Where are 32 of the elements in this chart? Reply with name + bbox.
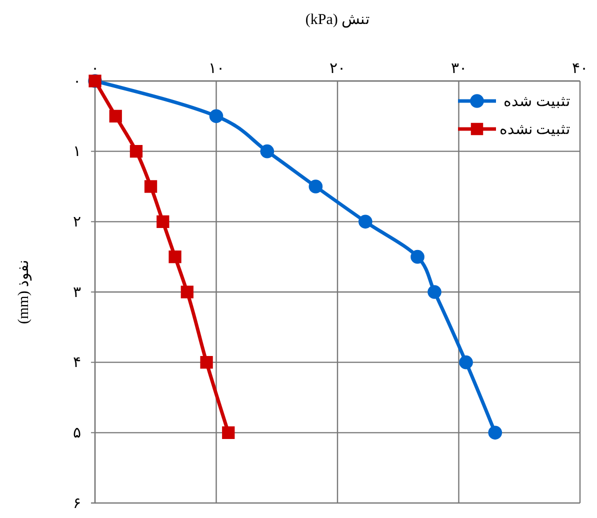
y-axis-title: نفوذ (mm) [16, 260, 32, 324]
point [156, 215, 170, 228]
point [488, 426, 502, 440]
y-tick-label: ۲ [73, 214, 81, 230]
point [308, 180, 323, 194]
point [200, 356, 213, 369]
x-tick-label: ۰ [91, 61, 99, 77]
y-tick-label: ۵ [73, 425, 81, 442]
point [410, 250, 424, 264]
x-tick-label: ۳۰ [450, 61, 467, 77]
legend-label: تثبیت نشده [499, 122, 570, 138]
legend-label: تثبیت شده [503, 94, 570, 110]
x-tick-label: ۴۰ [572, 61, 588, 77]
point [358, 214, 372, 229]
x-tick-label: ۲۰ [330, 61, 346, 77]
x-tick-label: ۱۰ [208, 61, 224, 77]
y-tick-label: ۴ [73, 355, 81, 372]
point [109, 110, 122, 122]
point [222, 426, 235, 439]
point [209, 109, 224, 124]
point [144, 180, 158, 193]
y-tick-label: ۰ [73, 74, 81, 90]
y-tick-label: ۶ [73, 496, 81, 512]
point [130, 145, 143, 158]
point [180, 286, 194, 298]
point [260, 144, 274, 158]
point [428, 285, 442, 299]
y-tick-label: ۳ [73, 284, 81, 301]
y-tick-label: ۱ [73, 144, 81, 160]
point [168, 250, 182, 264]
x-axis-title: تنش (kPa) [305, 12, 370, 28]
point [459, 355, 473, 370]
